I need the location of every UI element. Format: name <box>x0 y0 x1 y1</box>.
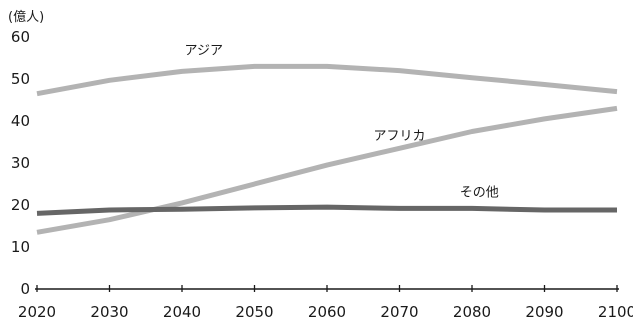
y-tick-label-20: 20 <box>11 196 30 214</box>
series-line-1 <box>36 105 618 235</box>
y-axis-unit-label: (億人) <box>8 9 44 25</box>
y-tick-label-50: 50 <box>11 70 30 88</box>
series-lines <box>36 63 618 235</box>
x-tick-label-2080: 2080 <box>453 303 491 321</box>
x-tick-label-2090: 2090 <box>525 303 563 321</box>
series-label-1: アフリカ <box>373 129 425 144</box>
y-tick-label-10: 10 <box>11 238 30 256</box>
x-tick-label-2020: 2020 <box>18 303 56 321</box>
x-tick-label-2060: 2060 <box>308 303 346 321</box>
series-line-2 <box>36 204 617 216</box>
x-axis <box>35 285 619 292</box>
x-tick-label-2070: 2070 <box>380 303 418 321</box>
series-line-0 <box>36 63 618 97</box>
y-tick-labels: 0 10 20 30 40 50 60 <box>11 28 30 298</box>
x-tick-label-2050: 2050 <box>235 303 273 321</box>
x-tick-label-2100: 2100 <box>598 303 633 321</box>
y-tick-label-30: 30 <box>11 154 30 172</box>
series-label-0: アジア <box>185 44 223 59</box>
y-tick-label-0: 0 <box>20 280 30 298</box>
series-label-2: その他 <box>460 186 499 201</box>
x-tick-label-2040: 2040 <box>163 303 201 321</box>
x-tick-labels: 2020 2030 2040 2050 2060 2070 2080 2090 2100 <box>18 303 633 321</box>
y-tick-label-40: 40 <box>11 112 30 130</box>
x-tick-label-2030: 2030 <box>90 303 128 321</box>
y-tick-label-60: 60 <box>11 28 30 46</box>
